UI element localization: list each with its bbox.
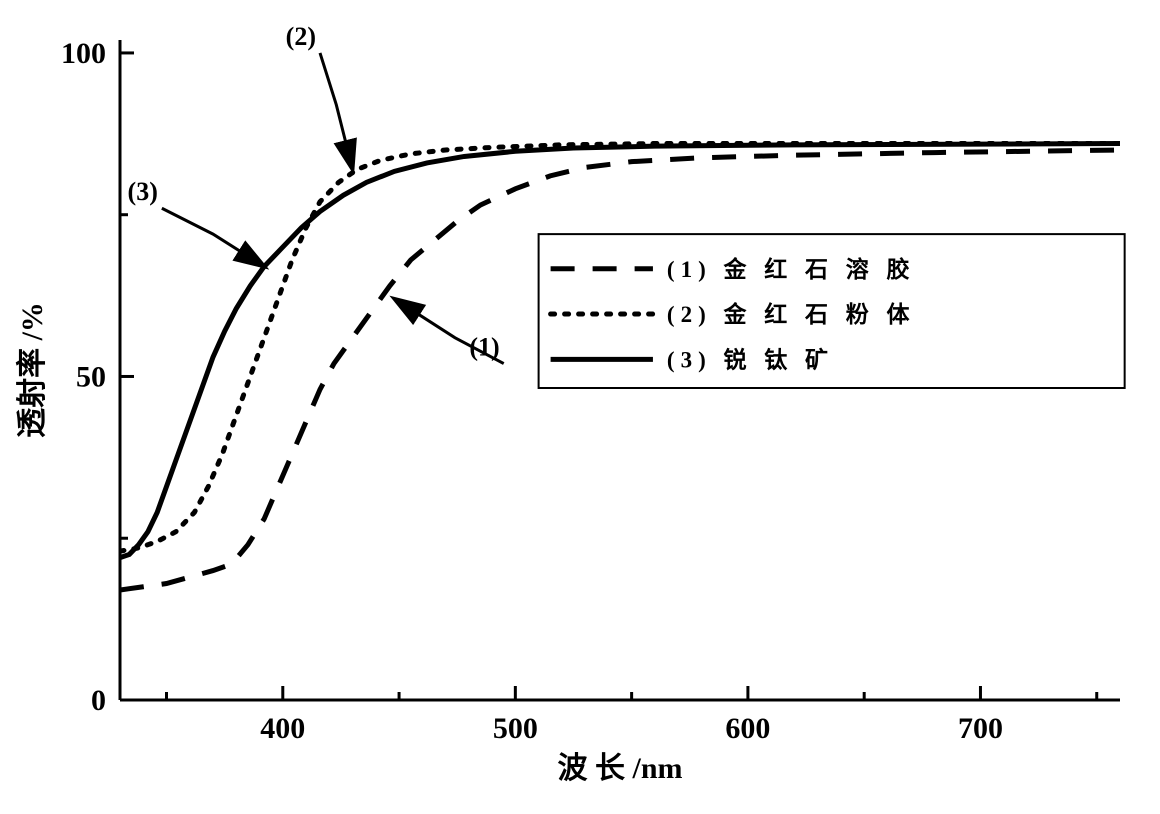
x-axis-label: 波 长 /nm <box>557 752 682 785</box>
legend-label: (2) 金 红 石 粉 体 <box>667 301 916 327</box>
x-tick-label: 600 <box>725 712 770 745</box>
y-tick-label: 100 <box>61 37 106 70</box>
callout-label: (1) <box>469 333 499 362</box>
transmittance-chart: 400 500 600 700 0 50 100 波 长 /nm 透射率 /% (2) (3) (1)… <box>0 0 1160 814</box>
x-tick-label: 700 <box>958 712 1003 745</box>
y-tick-label: 0 <box>91 684 106 717</box>
chart-container: 400 500 600 700 0 50 100 波 长 /nm 透射率 /% (2) (3) (1)… <box>0 0 1160 814</box>
x-tick-label: 400 <box>260 712 305 745</box>
x-tick-label: 500 <box>493 712 538 745</box>
legend-label: (1) 金 红 石 溶 胶 <box>667 256 916 282</box>
y-tick-label: 50 <box>76 360 106 393</box>
legend-label: (3) 锐 钛 矿 <box>667 346 834 372</box>
callout-label: (2) <box>286 22 316 51</box>
callout-label: (3) <box>128 177 158 206</box>
y-axis-label: 透射率 /% <box>16 302 49 438</box>
